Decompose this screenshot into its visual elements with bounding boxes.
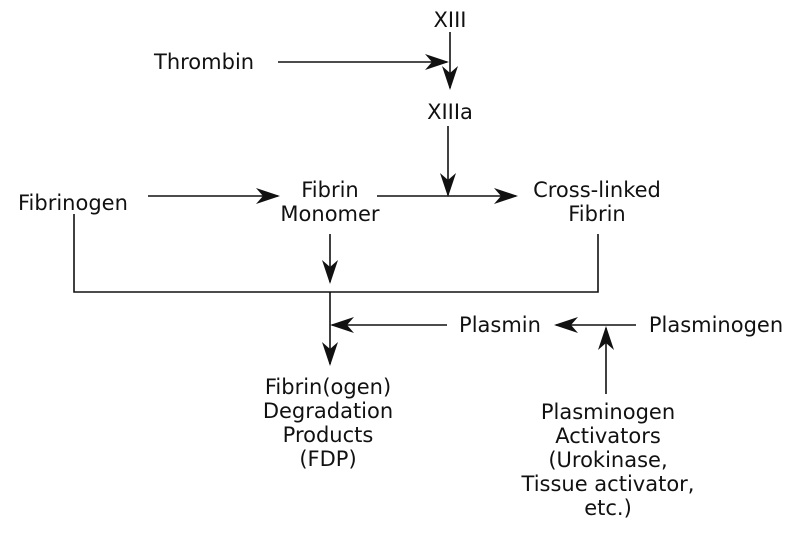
- node-plasminogen: Plasminogen: [649, 313, 783, 337]
- node-cross-linked-fibrin: Cross-linked Fibrin: [533, 178, 661, 226]
- node-plasminogen-activators: Plasminogen Activators (Urokinase, Tissu…: [522, 400, 695, 520]
- node-cross-linked-fibrin-line-2: Fibrin: [568, 202, 626, 226]
- node-fibrin-monomer-line-1: Fibrin: [301, 178, 359, 202]
- node-fdp: Fibrin(ogen) Degradation Products (FDP): [263, 375, 393, 471]
- node-fibrinogen: Fibrinogen: [18, 191, 128, 215]
- node-plasminogen-activators-line-5: etc.): [584, 496, 632, 520]
- node-fdp-line-4: (FDP): [299, 447, 357, 471]
- node-fdp-line-3: Products: [282, 423, 374, 447]
- node-fdp-line-2: Degradation: [262, 399, 394, 423]
- node-plasminogen-activators-line-3: (Urokinase,: [548, 448, 668, 472]
- node-xiiia: XIIIa: [427, 100, 473, 124]
- node-plasminogen-activators-line-4: Tissue activator,: [521, 472, 695, 496]
- node-plasmin-line-1: Plasmin: [459, 313, 541, 337]
- node-plasminogen-activators-line-2: Activators: [555, 424, 661, 448]
- node-fibrin-monomer-line-2: Monomer: [280, 202, 380, 226]
- node-fibrinogen-line-1: Fibrinogen: [18, 191, 128, 215]
- node-xiii-line-1: XIII: [433, 8, 467, 32]
- node-xiiia-line-1: XIIIa: [427, 100, 473, 124]
- node-xiii: XIII: [434, 8, 467, 32]
- node-plasminogen-activators-line-1: Plasminogen: [540, 400, 676, 424]
- node-thrombin: Thrombin: [154, 50, 254, 74]
- node-fibrin-monomer: Fibrin Monomer: [280, 178, 379, 226]
- node-thrombin-line-1: Thrombin: [154, 50, 255, 74]
- node-fdp-line-1: Fibrin(ogen): [264, 375, 392, 399]
- edge-fibrinogen-collector: [73, 214, 599, 293]
- node-plasminogen-line-1: Plasminogen: [648, 313, 784, 337]
- node-plasmin: Plasmin: [459, 313, 541, 337]
- node-cross-linked-fibrin-line-1: Cross-linked: [533, 178, 661, 202]
